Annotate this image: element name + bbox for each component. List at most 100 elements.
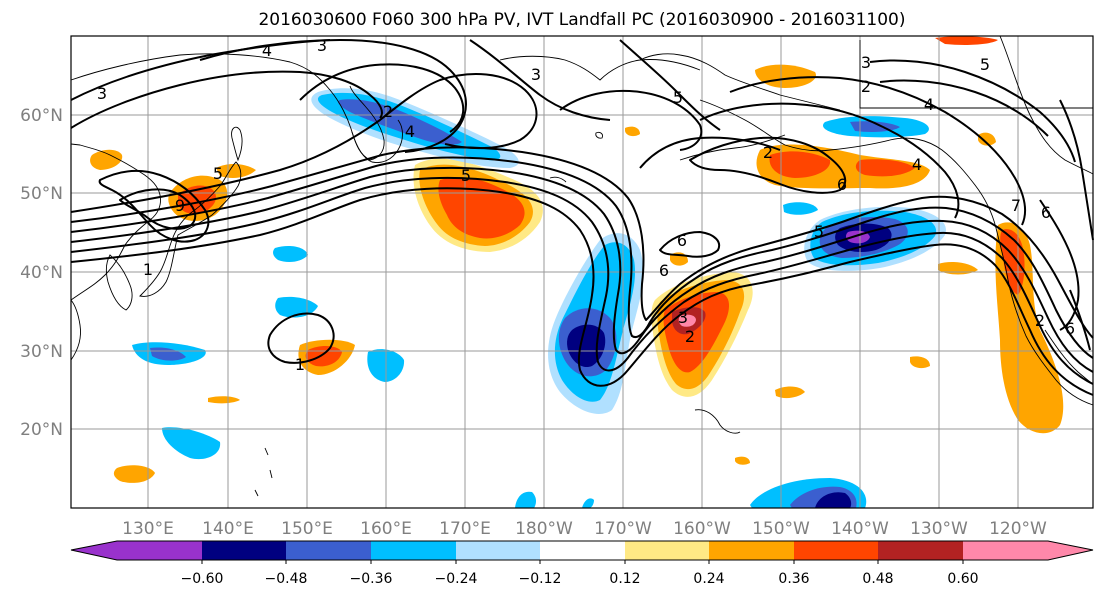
contour-label: 2 bbox=[763, 143, 773, 162]
ivt-contour-fill bbox=[735, 456, 750, 465]
pv-contour-ring bbox=[659, 231, 720, 258]
pv-contour-ring bbox=[689, 136, 847, 194]
figure-title: 2016030600 F060 300 hPa PV, IVT Landfall… bbox=[258, 10, 905, 30]
ivt-contour-fill bbox=[90, 149, 123, 170]
coastline-alaska-north bbox=[639, 53, 841, 111]
coastline-asia-east bbox=[70, 143, 161, 301]
contour-label: 2 bbox=[383, 102, 393, 121]
colorbar-segment bbox=[202, 541, 287, 560]
colorbar-segment bbox=[286, 541, 372, 560]
coastlines bbox=[70, 35, 1094, 497]
contour-label: 6 bbox=[677, 231, 687, 250]
colorbar-tick-label: −0.36 bbox=[350, 571, 393, 587]
coastline-chukotka bbox=[499, 55, 701, 81]
pv-contour-3 bbox=[70, 166, 1094, 373]
colorbar-segment bbox=[709, 541, 795, 560]
ivt-contour-fill bbox=[769, 151, 831, 178]
coastline-sakhalin bbox=[231, 126, 243, 162]
pv-contour-north bbox=[299, 63, 465, 133]
coastline-island bbox=[549, 176, 567, 183]
colorbar-segment bbox=[878, 541, 964, 560]
contour-label: 1 bbox=[295, 355, 305, 374]
pv-contour-ring bbox=[267, 312, 335, 364]
contour-label: 3 bbox=[97, 84, 107, 103]
contour-label: 9 bbox=[175, 196, 185, 215]
pv-contour-alaska bbox=[699, 102, 960, 219]
colorbar-segment bbox=[794, 541, 879, 560]
lon-tick-label: 140°W bbox=[831, 519, 889, 539]
ivt-contour-fill bbox=[113, 465, 155, 483]
ivt-contour-fill bbox=[582, 498, 594, 508]
ivt-contour-fill bbox=[625, 126, 640, 137]
ivt-contour-fill bbox=[935, 36, 998, 45]
ivt-contour-fill bbox=[783, 202, 818, 215]
ivt-contour-fill bbox=[216, 164, 256, 178]
contour-label: 3 bbox=[678, 308, 688, 327]
ivt-contour-fill bbox=[978, 132, 996, 146]
lon-tick-label: 180°W bbox=[515, 519, 573, 539]
pv-contour-4 bbox=[70, 156, 1094, 359]
colorbar-tick-label: −0.48 bbox=[265, 571, 308, 587]
colorbar-tick-label: 0.60 bbox=[947, 571, 978, 587]
contour-label: 5 bbox=[213, 164, 223, 183]
contour-label: 4 bbox=[405, 122, 415, 141]
ivt-contour-fill bbox=[162, 427, 221, 460]
pv-contour-canada bbox=[869, 59, 1076, 163]
coastline-islands-pacific bbox=[254, 447, 273, 497]
colorbar-ticks bbox=[201, 560, 964, 564]
lon-tick-label: 150°E bbox=[281, 519, 333, 539]
lat-tick-label: 20°N bbox=[20, 420, 63, 440]
colorbar-tick-label: −0.24 bbox=[435, 571, 478, 587]
colorbar-segment bbox=[371, 541, 457, 560]
pv-contour-ne bbox=[619, 39, 721, 131]
lat-tick-label: 30°N bbox=[20, 342, 63, 362]
colorbar-segment bbox=[625, 541, 710, 560]
map-frame bbox=[70, 35, 1094, 509]
contour-label: 4 bbox=[924, 95, 934, 114]
colorbar-outline bbox=[70, 540, 1094, 561]
contour-label: 5 bbox=[673, 88, 683, 107]
contour-labels: 4 3 3 3 2 5 9 5 1 1 5 6 6 3 2 6 5 3 2 4 … bbox=[97, 36, 1075, 374]
contour-label: 6 bbox=[1041, 203, 1051, 222]
lon-tick-label: 170°W bbox=[594, 519, 652, 539]
pv-contour-6 bbox=[70, 73, 538, 213]
colorbar-tick-label: −0.12 bbox=[519, 571, 562, 587]
lat-tick-label: 40°N bbox=[20, 263, 63, 283]
coastline-alaska-gulf bbox=[699, 99, 997, 229]
pv-contour-canada bbox=[879, 79, 1049, 137]
colorbar-tick-label: 0.12 bbox=[609, 571, 640, 587]
contour-label: 3 bbox=[861, 53, 871, 72]
pv-contour-1 bbox=[70, 187, 1094, 396]
coastline-siberia bbox=[70, 53, 385, 161]
contour-label: 7 bbox=[1011, 196, 1021, 215]
ivt-contour-fill bbox=[938, 262, 978, 275]
contour-label: 3 bbox=[531, 65, 541, 84]
lon-tick-label: 160°E bbox=[360, 519, 412, 539]
pv-contour-5 bbox=[70, 146, 1094, 339]
contour-label: 1 bbox=[143, 260, 153, 279]
pv-contours bbox=[70, 39, 1094, 396]
lon-tick-label: 150°W bbox=[752, 519, 810, 539]
lon-tick-label: 130°E bbox=[122, 519, 174, 539]
contour-label: 5 bbox=[980, 55, 990, 74]
contour-label: 2 bbox=[1035, 311, 1045, 330]
lon-tick-label: 120°W bbox=[989, 519, 1047, 539]
lon-tick-label: 130°W bbox=[910, 519, 968, 539]
coastline-us-west bbox=[995, 227, 1094, 406]
pv-contour-us bbox=[1059, 99, 1094, 241]
contour-label: 2 bbox=[861, 77, 871, 96]
colorbar-tick-label: 0.36 bbox=[778, 571, 809, 587]
coastline-china bbox=[70, 299, 81, 361]
pv-contour-alaska bbox=[729, 76, 1027, 226]
colorbar-tick-label: 0.24 bbox=[693, 571, 724, 587]
ivt-contour-fill bbox=[515, 491, 536, 508]
lon-tick-label: 160°W bbox=[673, 519, 731, 539]
colorbar-segment bbox=[963, 541, 1049, 560]
pv-contour-2 bbox=[70, 176, 1094, 385]
ivt-contour-fill bbox=[910, 356, 930, 369]
pv-contour-north bbox=[70, 70, 383, 129]
ivt-contour-fill bbox=[855, 159, 915, 177]
coastline-kamchatka bbox=[351, 119, 403, 163]
contour-label: 3 bbox=[317, 36, 327, 55]
